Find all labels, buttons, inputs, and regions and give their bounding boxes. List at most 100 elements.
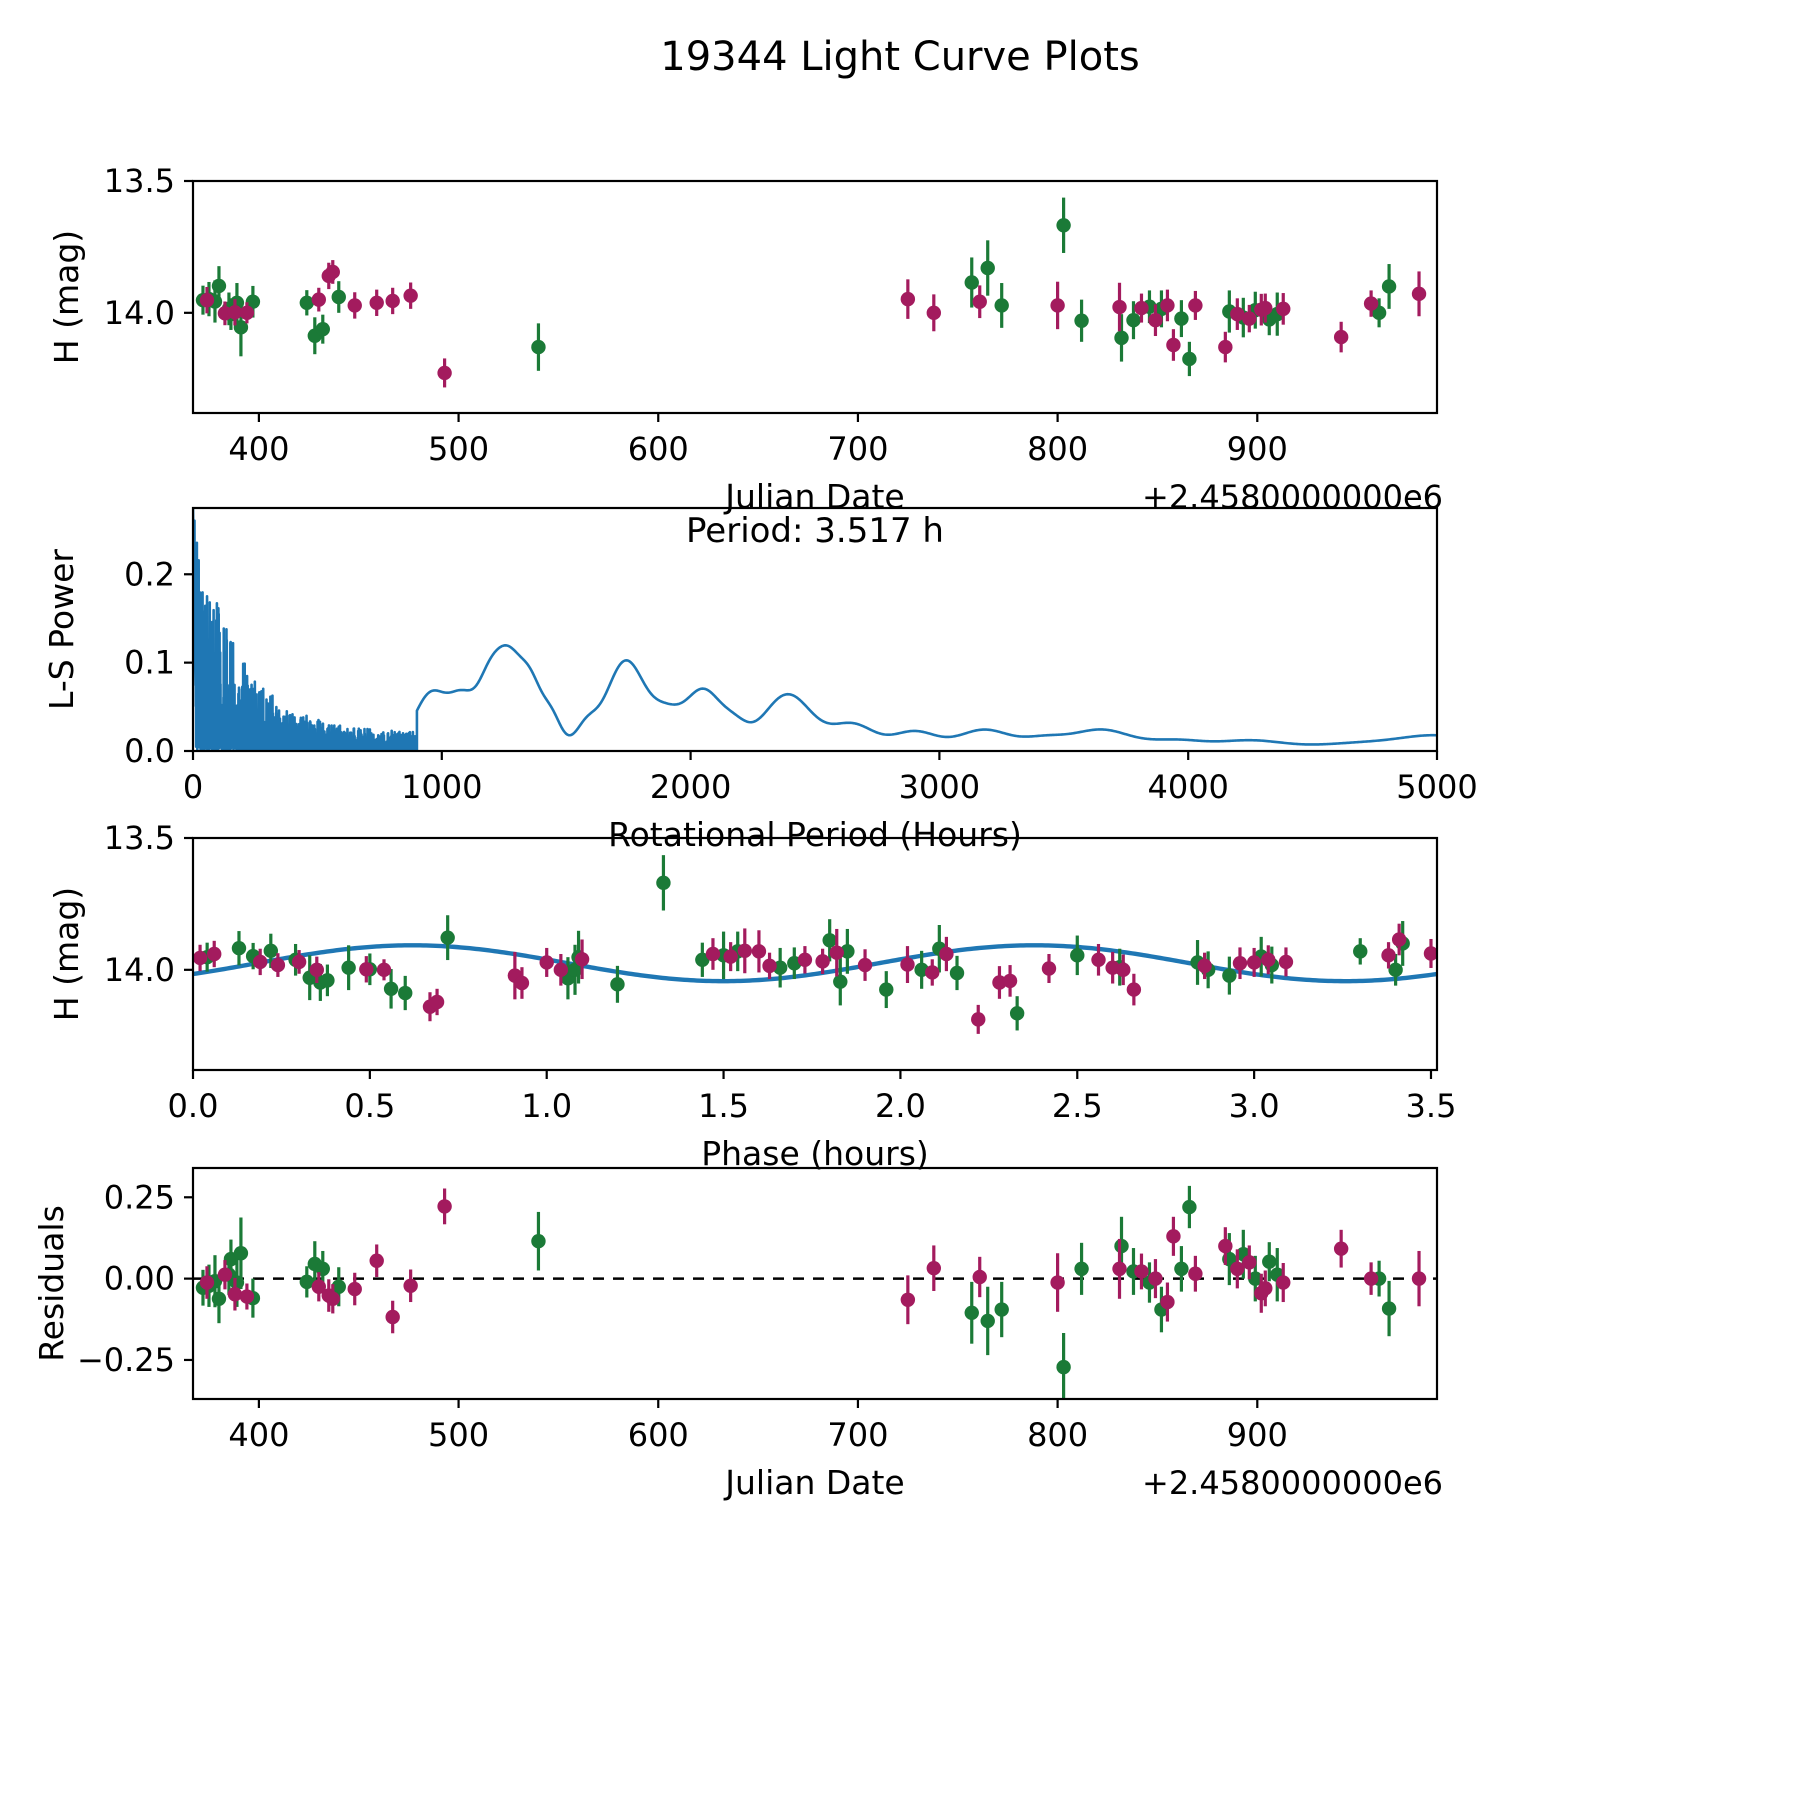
datapoint-magenta-42: [1423, 946, 1437, 961]
datapoint-magenta-30: [1411, 1271, 1427, 1286]
datapoint-magenta-28: [1333, 329, 1349, 345]
datapoint-magenta-16: [1112, 1261, 1127, 1277]
datapoint-green-26: [879, 982, 894, 997]
datapoint-magenta-13: [926, 305, 942, 321]
plot-content-residuals: [193, 1185, 1437, 1399]
datapoint-magenta-15: [705, 946, 721, 962]
datapoint-green-10: [383, 981, 399, 996]
datapoint-magenta-34: [1126, 982, 1142, 997]
xticklabel-phase_folded-4: 2.0: [875, 1087, 926, 1125]
plot-content-phase_folded: [193, 855, 1437, 1034]
datapoint-green-15: [980, 260, 995, 276]
datapoint-magenta-0: [199, 292, 215, 308]
datapoint-magenta-11: [437, 365, 452, 381]
datapoint-green-25: [840, 944, 855, 959]
x-offset-text-residuals: +2.4580000000e6: [1142, 1464, 1443, 1502]
datapoint-green-24: [833, 974, 848, 989]
datapoint-green-28: [1262, 1254, 1277, 1269]
axes-frame-lightcurve: 400 500 600 700 800 900 13.5 14.0 Julian Date +2.…: [47, 162, 1443, 516]
datapoint-green-7: [233, 1246, 249, 1261]
datapoint-green-38: [1353, 944, 1368, 959]
datapoint-green-13: [531, 339, 546, 355]
yticklabel-lightcurve-1: 14.0: [104, 294, 175, 332]
datapoint-magenta-30: [1041, 961, 1057, 976]
datapoint-green-23: [1174, 311, 1189, 326]
panel-residuals: 400 500 600 700 800 900 −0.25 0.00 0.25 Julian Da…: [32, 1166, 1443, 1502]
yticklabel-residuals-2: 0.25: [104, 1178, 175, 1216]
datapoint-magenta-9: [385, 1309, 400, 1325]
datapoint-magenta-18: [1148, 1271, 1163, 1286]
datapoint-magenta-14: [972, 1269, 987, 1285]
datapoint-green-31: [1070, 948, 1085, 963]
datapoint-magenta-13: [553, 962, 569, 978]
datapoint-green-27: [1248, 1271, 1263, 1286]
xticklabel-periodogram-1: 1000: [401, 768, 482, 806]
periodogram-period-annotation: Period: 3.517 h: [686, 511, 944, 551]
datapoint-magenta-27: [1276, 1275, 1291, 1290]
datapoint-magenta-24: [1242, 1255, 1257, 1270]
yticklabel-lightcurve-0: 13.5: [104, 162, 175, 200]
datapoint-magenta-2: [253, 954, 268, 970]
datapoint-magenta-17: [737, 943, 752, 959]
datapoint-magenta-1: [207, 946, 222, 962]
datapoint-green-39: [1388, 962, 1403, 978]
datapoint-magenta-19: [1160, 1294, 1175, 1310]
datapoint-green-17: [1056, 1359, 1071, 1375]
datapoint-magenta-3: [270, 957, 286, 973]
xticklabel-phase_folded-5: 2.5: [1052, 1087, 1103, 1125]
datapoint-magenta-20: [797, 952, 813, 967]
datapoint-green-23: [1174, 1261, 1189, 1277]
datapoint-green-19: [1114, 330, 1129, 346]
datapoint-magenta-21: [815, 954, 830, 969]
xticklabel-periodogram-3: 3000: [899, 768, 980, 806]
xticklabel-phase_folded-3: 1.5: [698, 1087, 749, 1125]
plot-border-residuals: [191, 1166, 1439, 1401]
datapoint-green-30: [1009, 1006, 1025, 1021]
datapoint-magenta-2: [227, 1287, 243, 1302]
datapoint-green-9: [299, 1274, 315, 1290]
datapoint-magenta-29: [1363, 1271, 1379, 1286]
xticklabel-periodogram-0: 0: [183, 768, 203, 806]
datapoint-magenta-17: [1134, 300, 1149, 316]
xticklabel-residuals-5: 900: [1227, 1416, 1288, 1454]
datapoint-green-16: [994, 298, 1009, 313]
datapoint-magenta-28: [992, 975, 1007, 990]
xticklabel-residuals-4: 800: [1027, 1416, 1088, 1454]
datapoint-green-16: [994, 1302, 1009, 1317]
datapoint-magenta-6: [359, 962, 374, 977]
datapoint-green-24: [1182, 351, 1197, 367]
series-residuals-green: [195, 1185, 1397, 1399]
xticklabel-residuals-0: 400: [228, 1416, 289, 1454]
datapoint-magenta-22: [1218, 1238, 1233, 1254]
datapoint-magenta-12: [900, 1292, 916, 1307]
xticklabel-periodogram-4: 4000: [1147, 768, 1228, 806]
plot-content-periodogram: [193, 508, 1437, 751]
x-offset-text-lightcurve: +2.4580000000e6: [1142, 478, 1443, 516]
xlabel-phase_folded: Phase (hours): [701, 1134, 929, 1173]
yticklabel-periodogram-0: 0.0: [124, 732, 175, 770]
datapoint-magenta-29: [1002, 973, 1018, 989]
ylabel-lightcurve: H (mag): [47, 230, 86, 364]
datapoint-magenta-17: [1134, 1264, 1149, 1279]
datapoint-green-9: [299, 295, 315, 310]
datapoint-magenta-18: [751, 944, 767, 959]
xticklabel-phase_folded-6: 3.0: [1229, 1087, 1280, 1125]
datapoint-green-12: [331, 289, 346, 305]
series-phase_folded-green: [199, 855, 1410, 1031]
datapoint-magenta-23: [1230, 1261, 1245, 1277]
datapoint-magenta-9: [385, 293, 400, 309]
datapoint-magenta-20: [1166, 1229, 1181, 1244]
datapoint-magenta-29: [1363, 296, 1379, 311]
panel-phase_folded: 0.0 0.5 1.0 1.5 2.0 2.5 3.0 3.5 13.5 14.0 Phase (h…: [47, 819, 1456, 1173]
xticklabel-lightcurve-0: 400: [228, 430, 289, 468]
datapoint-green-12: [440, 930, 455, 945]
datapoint-magenta-2: [227, 305, 243, 320]
datapoint-green-29: [949, 965, 965, 981]
datapoint-magenta-14: [574, 952, 590, 967]
datapoint-green-3: [211, 1291, 227, 1306]
datapoint-magenta-1: [217, 1267, 233, 1282]
datapoint-green-11: [315, 321, 330, 337]
datapoint-magenta-3: [239, 1289, 255, 1304]
datapoint-magenta-6: [325, 264, 340, 280]
datapoint-magenta-16: [723, 949, 738, 964]
